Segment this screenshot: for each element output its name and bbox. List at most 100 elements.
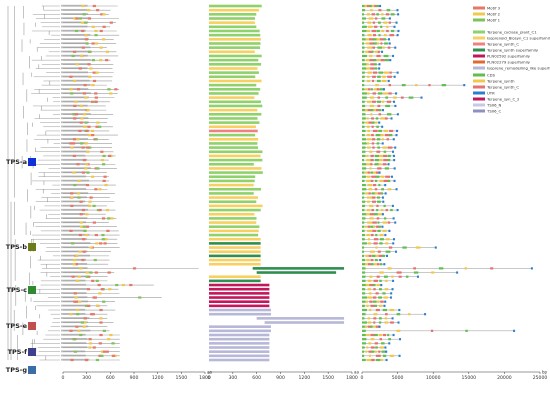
gene-exon-box <box>371 125 374 128</box>
motif-box <box>98 292 102 295</box>
motif-box <box>109 21 113 24</box>
gene-exon-box <box>377 46 383 49</box>
motif-box <box>73 258 77 262</box>
domain-bar <box>209 137 259 141</box>
gene-exon-box <box>369 104 375 108</box>
gene-exon-box <box>368 192 371 195</box>
gene-exon-box <box>362 338 367 341</box>
gene-exon-box <box>415 246 421 249</box>
gene-exon-box <box>362 304 365 307</box>
gene-exon-box <box>366 4 372 8</box>
gene-legend-label: Terpene_synth <box>486 78 515 83</box>
domain-axis-tick-label: 900 <box>276 375 285 381</box>
motif-box <box>94 96 98 99</box>
gene-exon-box <box>368 350 373 353</box>
gene-exon-box <box>365 283 370 287</box>
motif-box <box>104 183 108 187</box>
motif-box <box>101 233 105 237</box>
motif-box <box>79 267 83 270</box>
gene-exon-box <box>385 104 390 108</box>
gene-utr-box <box>389 59 392 62</box>
gene-legend-swatch <box>473 79 485 83</box>
gene-exon-box <box>375 325 380 328</box>
gene-exon-box <box>379 279 382 282</box>
gene-utr-box <box>379 258 382 262</box>
gene-utr-box <box>530 267 533 270</box>
gene-id-label <box>61 350 86 353</box>
gene-exon-box <box>376 88 380 91</box>
gene-exon-box <box>362 67 367 70</box>
gene-exon-box <box>362 71 365 74</box>
motif-box <box>83 317 87 320</box>
gene-exon-box <box>390 29 395 33</box>
motif-box <box>77 196 81 199</box>
gene-exon-box <box>389 34 395 37</box>
gene-utr-box <box>380 283 383 287</box>
domain-bar <box>209 33 261 37</box>
gene-exon-box <box>368 342 372 345</box>
gene-exon-box <box>383 158 388 162</box>
gene-exon-box <box>380 117 385 120</box>
gene-exon-box <box>379 233 384 237</box>
gene-exon-box <box>375 246 378 249</box>
motif-box <box>86 146 90 149</box>
gene-exon-box <box>362 9 366 12</box>
gene-exon-box <box>362 4 367 8</box>
domain-bar <box>209 258 261 262</box>
gene-exon-box <box>362 200 366 203</box>
gene-id-label <box>61 288 88 290</box>
gene-exon-box <box>371 100 376 103</box>
gene-exon-box <box>377 229 381 232</box>
gene-utr-box <box>393 158 396 162</box>
gene-exon-box <box>365 192 369 195</box>
domain-bar <box>209 25 257 29</box>
gene-exon-box <box>374 50 380 53</box>
gene-exon-box <box>378 129 383 133</box>
gene-exon-box <box>372 46 375 49</box>
gene-exon-box <box>362 204 366 208</box>
motif-box <box>85 271 89 274</box>
gene-exon-box <box>384 217 387 220</box>
motif-box <box>102 154 106 158</box>
gene-utr-box <box>388 229 391 232</box>
gene-exon-box <box>362 254 365 257</box>
gene-exon-box <box>371 117 374 120</box>
gene-axis-tick-label: 20000 <box>497 375 512 381</box>
gene-exon-box <box>366 79 371 83</box>
superfamily-legend-swatch <box>473 30 485 34</box>
gene-exon-box <box>385 13 390 16</box>
motif-box <box>87 63 91 66</box>
gene-exon-box <box>364 88 368 91</box>
gene-exon-box <box>376 100 382 103</box>
gene-exon-box <box>362 258 366 262</box>
gene-exon-box <box>366 358 372 362</box>
gene-utr-box <box>381 50 384 53</box>
gene-exon-box <box>362 38 366 41</box>
gene-exon-box <box>371 79 375 83</box>
motif-box <box>111 354 116 357</box>
gene-exon-box <box>370 88 373 91</box>
gene-exon-box <box>376 138 381 141</box>
gene-exon-box <box>390 13 395 16</box>
gene-exon-box <box>374 25 378 28</box>
gene-utr-box <box>381 196 384 199</box>
gene-utr-box <box>395 21 398 24</box>
motif-box <box>73 292 77 295</box>
gene-exon-box <box>373 42 378 45</box>
domain-bar <box>209 337 270 341</box>
gene-exon-box <box>362 279 366 282</box>
gene-legend-swatch <box>473 85 485 89</box>
gene-exon-box <box>375 308 380 312</box>
gene-exon-box <box>374 188 378 191</box>
gene-exon-box <box>362 250 365 253</box>
gene-utr-box <box>396 113 399 116</box>
domain-bar <box>209 54 262 58</box>
gene-exon-box <box>382 229 387 232</box>
gene-exon-box <box>365 350 368 353</box>
gene-exon-box <box>376 142 380 145</box>
gene-exon-box <box>367 288 371 291</box>
gene-exon-box <box>366 208 371 212</box>
motif-box <box>100 150 104 153</box>
gene-exon-box <box>364 109 369 112</box>
gene-exon-box <box>374 350 378 353</box>
